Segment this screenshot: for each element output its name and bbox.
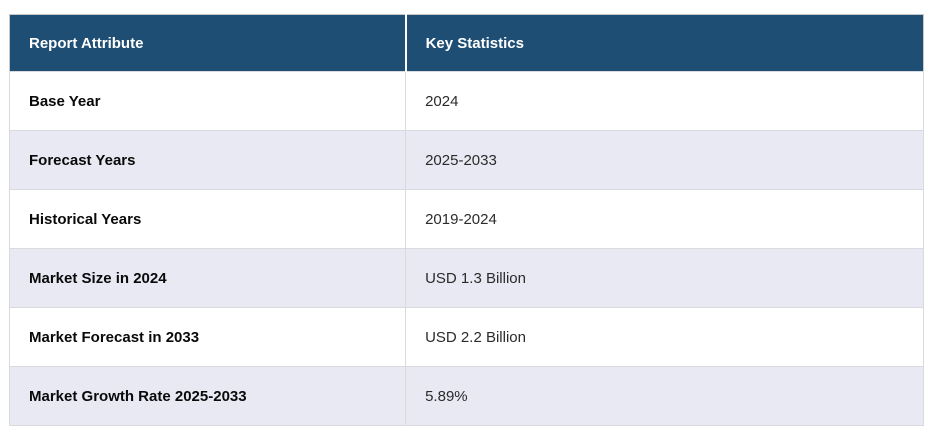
attribute-cell: Historical Years: [8, 189, 407, 249]
table-row: Historical Years 2019-2024: [8, 189, 924, 249]
value-cell: USD 1.3 Billion: [405, 248, 924, 308]
column-header-report-attribute: Report Attribute: [9, 14, 407, 72]
value-cell: USD 2.2 Billion: [405, 307, 924, 367]
column-header-key-statistics: Key Statistics: [405, 14, 924, 72]
report-statistics-table-container: Report Attribute Key Statistics Base Yea…: [8, 14, 924, 426]
value-cell: 2025-2033: [405, 130, 924, 190]
report-statistics-table: Report Attribute Key Statistics Base Yea…: [8, 14, 924, 426]
table-row: Forecast Years 2025-2033: [8, 130, 924, 190]
table-header: Report Attribute Key Statistics: [9, 14, 924, 72]
table-row: Base Year 2024: [8, 71, 924, 131]
header-row: Report Attribute Key Statistics: [9, 14, 924, 72]
table-body: Base Year 2024 Forecast Years 2025-2033 …: [8, 71, 924, 426]
attribute-cell: Market Size in 2024: [8, 248, 407, 308]
table-row: Market Size in 2024 USD 1.3 Billion: [8, 248, 924, 308]
value-cell: 2019-2024: [405, 189, 924, 249]
table-row: Market Growth Rate 2025-2033 5.89%: [8, 366, 924, 426]
attribute-cell: Forecast Years: [8, 130, 407, 190]
table-row: Market Forecast in 2033 USD 2.2 Billion: [8, 307, 924, 367]
value-cell: 5.89%: [405, 366, 924, 426]
attribute-cell: Base Year: [8, 71, 407, 131]
attribute-cell: Market Growth Rate 2025-2033: [8, 366, 407, 426]
value-cell: 2024: [405, 71, 924, 131]
attribute-cell: Market Forecast in 2033: [8, 307, 407, 367]
